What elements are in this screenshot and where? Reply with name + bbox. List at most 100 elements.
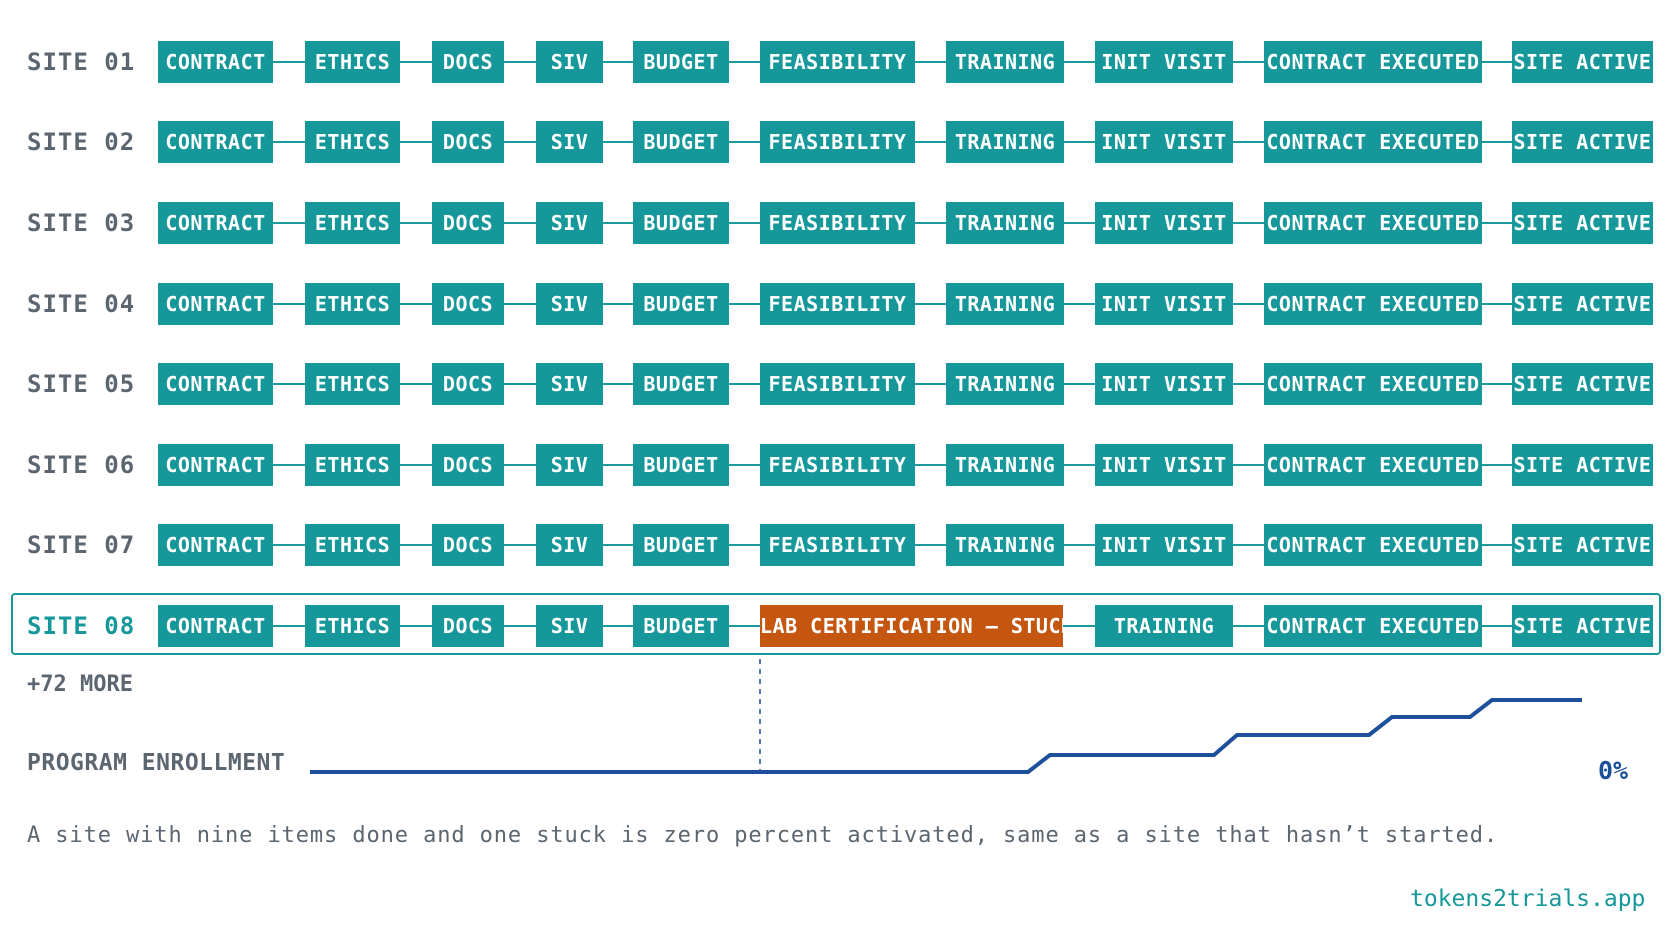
caption: A site with nine items done and one stuc… bbox=[27, 823, 1499, 848]
step-box: ETHICS bbox=[305, 444, 400, 486]
step-box: INIT VISIT bbox=[1095, 121, 1233, 163]
step-box: ETHICS bbox=[305, 202, 400, 244]
step-box: SIV bbox=[536, 363, 603, 405]
step-box: FEASIBILITY bbox=[760, 363, 915, 405]
step-box: TRAINING bbox=[946, 202, 1064, 244]
step-box: CONTRACT EXECUTED bbox=[1264, 524, 1482, 566]
step-box: FEASIBILITY bbox=[760, 283, 915, 325]
step-box: DOCS bbox=[432, 363, 504, 405]
step-box: BUDGET bbox=[633, 605, 729, 647]
site-label: SITE 05 bbox=[27, 370, 136, 398]
step-box: CONTRACT EXECUTED bbox=[1264, 363, 1482, 405]
step-box: ETHICS bbox=[305, 41, 400, 83]
stuck-step-box: LAB CERTIFICATION — STUCK bbox=[760, 605, 1063, 647]
site-label: SITE 08 bbox=[27, 612, 136, 640]
step-box: DOCS bbox=[432, 444, 504, 486]
site-label: SITE 01 bbox=[27, 48, 136, 76]
step-box: FEASIBILITY bbox=[760, 444, 915, 486]
site-row: SITE 02 CONTRACT ETHICS DOCS SIV BUDGET FEASIB… bbox=[0, 121, 1672, 163]
step-box: INIT VISIT bbox=[1095, 202, 1233, 244]
step-box: CONTRACT bbox=[158, 202, 273, 244]
step-box: BUDGET bbox=[633, 121, 729, 163]
site-label: SITE 03 bbox=[27, 209, 136, 237]
step-box: DOCS bbox=[432, 41, 504, 83]
step-box: CONTRACT bbox=[158, 121, 273, 163]
step-box: CONTRACT bbox=[158, 363, 273, 405]
step-box: BUDGET bbox=[633, 202, 729, 244]
step-box: SIV bbox=[536, 283, 603, 325]
step-box: CONTRACT EXECUTED bbox=[1264, 283, 1482, 325]
step-box: INIT VISIT bbox=[1095, 363, 1233, 405]
step-box: TRAINING bbox=[946, 363, 1064, 405]
site-row: SITE 05 CONTRACT ETHICS DOCS SIV BUDGET FEASIB… bbox=[0, 363, 1672, 405]
step-box: DOCS bbox=[432, 605, 504, 647]
step-box: TRAINING bbox=[946, 524, 1064, 566]
step-box: CONTRACT EXECUTED bbox=[1264, 444, 1482, 486]
step-box: SIV bbox=[536, 444, 603, 486]
step-box: CONTRACT EXECUTED bbox=[1264, 41, 1482, 83]
enrollment-percent: 0% bbox=[1598, 756, 1629, 785]
step-box: INIT VISIT bbox=[1095, 41, 1233, 83]
step-box: SITE ACTIVE bbox=[1512, 363, 1653, 405]
step-box: BUDGET bbox=[633, 524, 729, 566]
step-box: SITE ACTIVE bbox=[1512, 202, 1653, 244]
step-box: CONTRACT bbox=[158, 444, 273, 486]
step-box: CONTRACT bbox=[158, 605, 273, 647]
site-row: SITE 08 CONTRACT ETHICS DOCS SIV BUDGET LAB CE… bbox=[0, 605, 1672, 647]
step-box: INIT VISIT bbox=[1095, 444, 1233, 486]
step-box: TRAINING bbox=[946, 121, 1064, 163]
step-box: CONTRACT EXECUTED bbox=[1264, 605, 1482, 647]
step-box: TRAINING bbox=[1095, 605, 1233, 647]
step-box: ETHICS bbox=[305, 283, 400, 325]
step-box: CONTRACT bbox=[158, 283, 273, 325]
site-label: SITE 07 bbox=[27, 531, 136, 559]
enrollment-line bbox=[310, 698, 1582, 774]
site-row: SITE 01 CONTRACT ETHICS DOCS SIV BUDGET FEASIB… bbox=[0, 41, 1672, 83]
step-box: BUDGET bbox=[633, 444, 729, 486]
step-box: FEASIBILITY bbox=[760, 524, 915, 566]
step-box: SITE ACTIVE bbox=[1512, 41, 1653, 83]
step-box: ETHICS bbox=[305, 605, 400, 647]
step-box: FEASIBILITY bbox=[760, 121, 915, 163]
step-box: CONTRACT bbox=[158, 41, 273, 83]
more-sites-label: +72 MORE bbox=[27, 672, 133, 697]
step-box: TRAINING bbox=[946, 41, 1064, 83]
step-box: SIV bbox=[536, 41, 603, 83]
site-label: SITE 04 bbox=[27, 290, 136, 318]
step-box: ETHICS bbox=[305, 524, 400, 566]
step-box: SIV bbox=[536, 121, 603, 163]
step-box: DOCS bbox=[432, 283, 504, 325]
site-row: SITE 03 CONTRACT ETHICS DOCS SIV BUDGET FEASIB… bbox=[0, 202, 1672, 244]
step-box: ETHICS bbox=[305, 363, 400, 405]
site-label: SITE 02 bbox=[27, 128, 136, 156]
step-box: SIV bbox=[536, 524, 603, 566]
stuck-site-highlight bbox=[11, 593, 1661, 655]
step-box: CONTRACT EXECUTED bbox=[1264, 121, 1482, 163]
step-box: TRAINING bbox=[946, 283, 1064, 325]
step-box: FEASIBILITY bbox=[760, 202, 915, 244]
site-row: SITE 06 CONTRACT ETHICS DOCS SIV BUDGET FEASIB… bbox=[0, 444, 1672, 486]
step-box: SIV bbox=[536, 202, 603, 244]
step-box: FEASIBILITY bbox=[760, 41, 915, 83]
brand-link[interactable]: tokens2trials.app bbox=[1410, 886, 1646, 912]
step-box: SIV bbox=[536, 605, 603, 647]
step-box: SITE ACTIVE bbox=[1512, 283, 1653, 325]
enrollment-label: PROGRAM ENROLLMENT bbox=[27, 750, 286, 776]
site-label: SITE 06 bbox=[27, 451, 136, 479]
site-row: SITE 04 CONTRACT ETHICS DOCS SIV BUDGET FEASIB… bbox=[0, 283, 1672, 325]
step-box: DOCS bbox=[432, 121, 504, 163]
step-box: BUDGET bbox=[633, 41, 729, 83]
step-box: TRAINING bbox=[946, 444, 1064, 486]
step-box: ETHICS bbox=[305, 121, 400, 163]
site-row: SITE 07 CONTRACT ETHICS DOCS SIV BUDGET FEASIB… bbox=[0, 524, 1672, 566]
step-box: CONTRACT EXECUTED bbox=[1264, 202, 1482, 244]
step-box: BUDGET bbox=[633, 363, 729, 405]
step-box: BUDGET bbox=[633, 283, 729, 325]
step-box: CONTRACT bbox=[158, 524, 273, 566]
step-box: SITE ACTIVE bbox=[1512, 524, 1653, 566]
step-box: SITE ACTIVE bbox=[1512, 605, 1653, 647]
step-box: SITE ACTIVE bbox=[1512, 121, 1653, 163]
step-box: SITE ACTIVE bbox=[1512, 444, 1653, 486]
